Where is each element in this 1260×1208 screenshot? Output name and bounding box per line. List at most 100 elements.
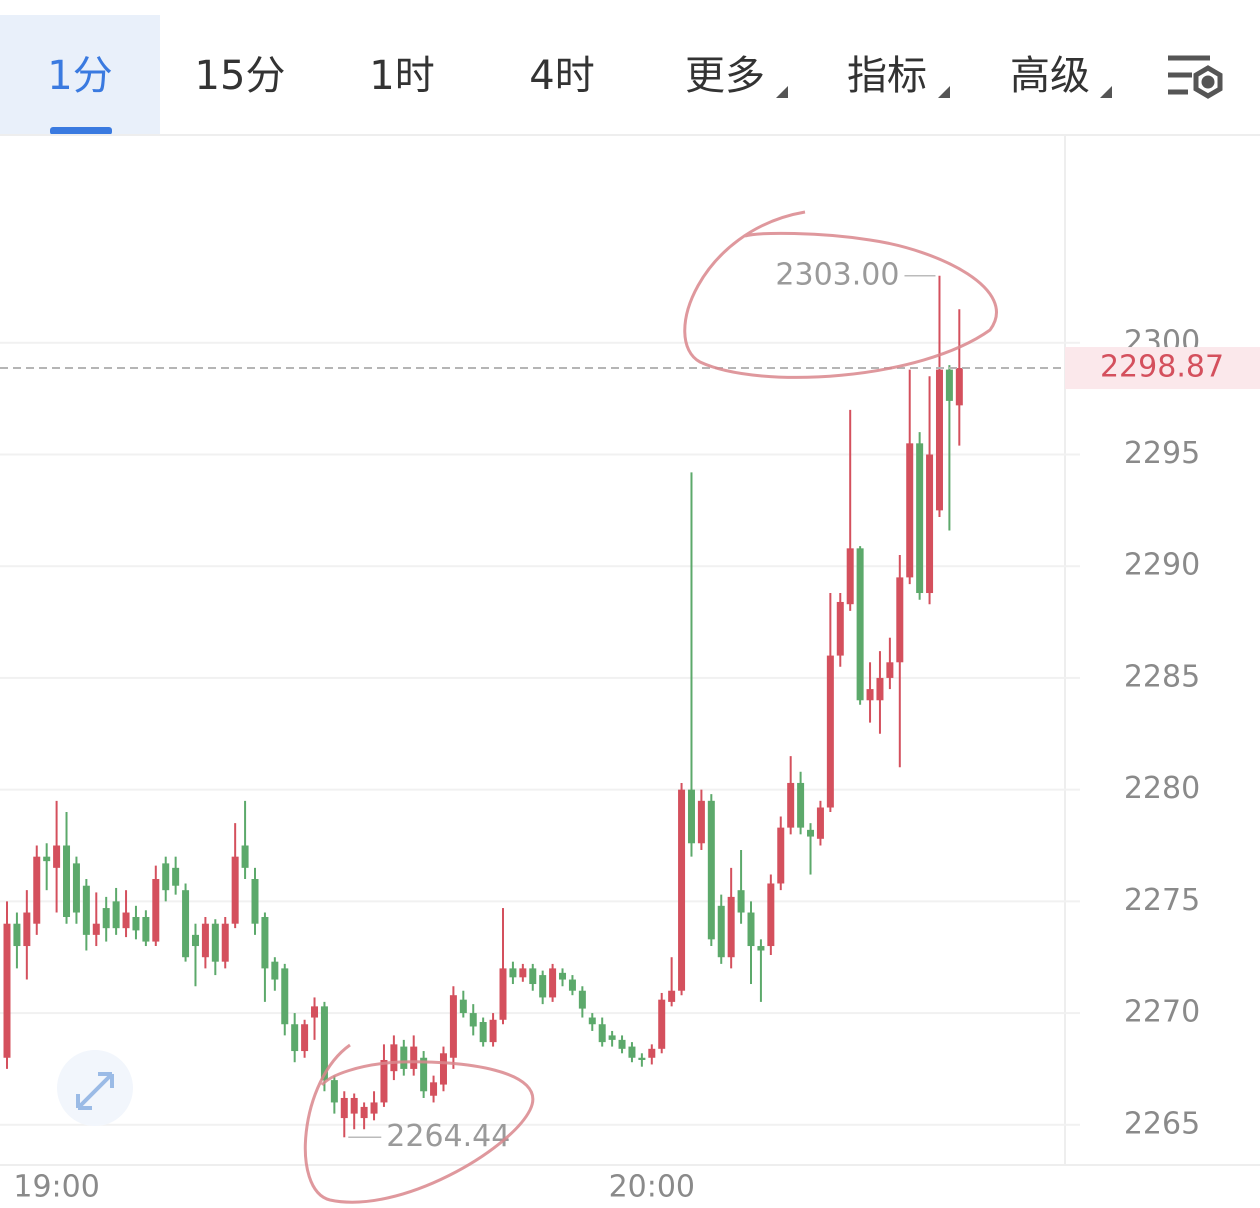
min-marker-label: 2264.44 — [386, 1119, 510, 1154]
candle-body — [33, 856, 41, 924]
candle-body — [53, 845, 61, 868]
candle-body — [261, 916, 269, 969]
tab[interactable]: 1分 — [47, 53, 112, 99]
active-tab-bg — [0, 15, 160, 135]
candle-body — [807, 829, 815, 837]
candle-body — [271, 961, 279, 980]
candle-body — [876, 677, 884, 701]
candle-body — [945, 369, 953, 401]
candle-body — [340, 1097, 348, 1119]
candle-body — [439, 1053, 447, 1085]
candle-body — [578, 990, 586, 1009]
candle-body — [568, 979, 576, 991]
tab[interactable]: 更多 — [685, 53, 765, 99]
candle-body — [72, 863, 80, 913]
candle-body — [152, 879, 160, 942]
candle-body — [380, 1059, 388, 1103]
candle-body — [330, 1080, 338, 1103]
last-price-box — [1065, 347, 1260, 390]
candle-body — [598, 1024, 606, 1043]
candle-body — [410, 1046, 418, 1069]
candle-body — [519, 968, 527, 978]
candle-body — [687, 789, 695, 844]
candle-body — [211, 923, 219, 962]
candle-body — [678, 789, 686, 991]
candle-body — [906, 443, 914, 578]
candle-body — [787, 782, 795, 828]
overlay: 2298.87 2303.00 2264.44 — [0, 257, 1260, 1154]
expand-button[interactable] — [57, 1050, 133, 1126]
candle-body — [320, 1006, 328, 1081]
tab[interactable]: 1时 — [369, 53, 434, 99]
candle-body — [658, 999, 666, 1049]
candle-body — [459, 999, 467, 1014]
x-tick-label: 20:00 — [609, 1170, 695, 1205]
candle-body — [370, 1102, 378, 1114]
tab-bar: 1分 15分 1时 4时 更多 指标 高级 — [47, 53, 1090, 99]
dropdown-markers — [776, 86, 1112, 98]
tab[interactable]: 15分 — [195, 53, 286, 99]
settings-icon[interactable] — [1168, 55, 1223, 99]
candle-body — [935, 369, 943, 511]
candle-body — [638, 1057, 646, 1060]
tab[interactable]: 高级 — [1010, 53, 1090, 99]
candle-body — [182, 890, 190, 958]
candle-body — [836, 601, 844, 656]
candle-body — [727, 896, 735, 958]
candle-body — [955, 368, 963, 406]
y-tick-label: 2290 — [1124, 548, 1200, 583]
candle-body — [390, 1044, 398, 1072]
candle-body — [301, 1024, 309, 1052]
candle-body — [479, 1022, 487, 1043]
candle-body — [797, 782, 805, 828]
candle-body — [489, 1019, 497, 1043]
candle-body — [618, 1039, 626, 1049]
hand-drawn-circles — [303, 210, 998, 1204]
candle-body — [63, 845, 71, 917]
candle-body — [767, 883, 775, 947]
candle-body — [92, 923, 100, 935]
last-price-label: 2298.87 — [1100, 350, 1224, 385]
tab[interactable]: 4时 — [529, 53, 594, 99]
candle-body — [23, 912, 31, 947]
candle-body — [400, 1046, 408, 1069]
candle-body — [142, 916, 150, 942]
candle-body — [559, 972, 567, 980]
candle-body — [856, 548, 864, 701]
candle-body — [43, 856, 51, 862]
y-tick-label: 2295 — [1124, 436, 1200, 471]
candles — [3, 275, 963, 1138]
y-tick-label: 2270 — [1124, 995, 1200, 1030]
candle-body — [122, 912, 130, 929]
y-tick-label: 2265 — [1124, 1106, 1200, 1141]
candle-body — [82, 885, 90, 935]
candle-body — [916, 443, 924, 594]
candle-body — [697, 800, 705, 844]
candle-body — [717, 905, 725, 958]
candle-body — [112, 901, 120, 929]
y-tick-label: 2275 — [1124, 883, 1200, 918]
candle-body — [747, 912, 755, 947]
candle-body — [926, 454, 934, 594]
candle-body — [251, 879, 259, 924]
candle-body — [469, 1013, 477, 1027]
candle-body — [628, 1046, 636, 1058]
candle-body — [529, 968, 537, 985]
candle-body — [509, 968, 517, 978]
candle-body — [360, 1106, 368, 1119]
tab[interactable]: 指标 — [847, 53, 927, 99]
y-tick-label: 2280 — [1124, 771, 1200, 806]
candle-body — [588, 1017, 596, 1025]
candle-body — [191, 934, 199, 947]
candle-body — [231, 856, 239, 924]
candle-body — [499, 968, 507, 1020]
x-tick-label: 19:00 — [13, 1170, 99, 1205]
candle-body — [777, 827, 785, 884]
candle-body — [201, 923, 209, 958]
candle-body — [221, 923, 229, 962]
candle-body — [3, 923, 11, 1058]
candle-body — [132, 916, 140, 931]
candle-body — [816, 807, 824, 839]
